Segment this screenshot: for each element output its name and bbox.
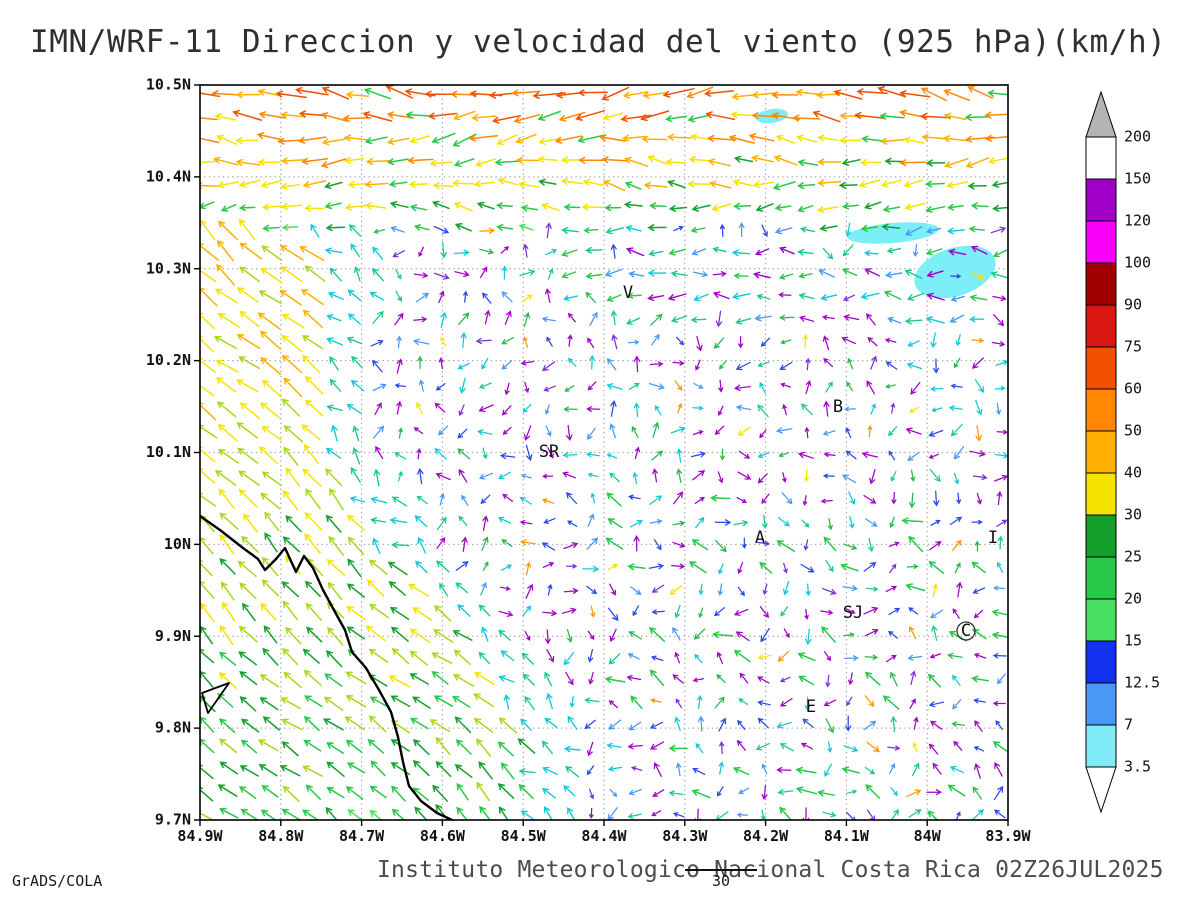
station-label-sj: SJ: [843, 603, 863, 623]
x-tick-label: 84.1W: [824, 827, 870, 845]
station-label-i: I: [988, 528, 998, 548]
station-label-sr: SR: [539, 442, 560, 462]
colorbar-band: [1085, 724, 1117, 768]
colorbar-label: 3.5: [1124, 758, 1151, 776]
x-tick-label: 84.9W: [177, 827, 223, 845]
colorbar-band: [1085, 304, 1117, 348]
y-tick-label: 9.7N: [155, 811, 191, 829]
x-tick-label: 84.8W: [258, 827, 304, 845]
colorbar-label: 15: [1124, 632, 1142, 650]
colorbar-band: [1085, 598, 1117, 642]
colorbar-band: [1085, 262, 1117, 306]
x-tick-label: 84.5W: [501, 827, 547, 845]
colorbar-label: 120: [1124, 212, 1151, 230]
colorbar-band: [1085, 178, 1117, 222]
colorbar-above-triangle: [1085, 90, 1117, 138]
station-label-e: E: [806, 697, 816, 717]
colorbar-label: 90: [1124, 296, 1142, 314]
x-tick-label: 84.7W: [339, 827, 385, 845]
colorbar-label: 40: [1124, 464, 1142, 482]
station-label-b: B: [833, 397, 843, 417]
colorbar: 200 150 120 100 90 75 60 50 40 30 25 20 15 12.5 7 3.5: [1085, 90, 1160, 814]
station-label-c: C: [961, 621, 971, 641]
colorbar-label: 12.5: [1124, 674, 1160, 692]
colorbar-band: [1085, 346, 1117, 390]
y-tick-label: 10.4N: [146, 167, 191, 185]
x-tick-label: 84.6W: [420, 827, 466, 845]
x-tick-label: 84.3W: [662, 827, 708, 845]
colorbar-label: 20: [1124, 590, 1142, 608]
colorbar-label: 100: [1124, 254, 1151, 272]
island-outline: [201, 682, 230, 714]
colorbar-label: 75: [1124, 338, 1142, 356]
x-tick-label: 84W: [914, 827, 942, 845]
axis-labels: 84.9W 84.8W 84.7W 84.6W 84.5W 84.4W 84.3W 84.2W…: [146, 76, 1032, 846]
contour-label-30-text: 30: [711, 872, 731, 890]
colorbar-band: [1085, 136, 1117, 180]
y-tick-label: 10.1N: [146, 443, 191, 461]
colorbar-band: [1085, 472, 1117, 516]
grads-credit: GrADS/COLA: [12, 872, 103, 890]
colorbar-band: [1085, 640, 1117, 684]
colorbar-label: 60: [1124, 380, 1142, 398]
colorbar-band: [1085, 430, 1117, 474]
lat-lon-grid: [200, 85, 1008, 820]
colorbar-band: [1085, 388, 1117, 432]
station-label-a: A: [755, 528, 765, 548]
y-tick-label: 10.2N: [146, 351, 191, 369]
station-circle: [956, 621, 976, 641]
y-tick-label: 10.5N: [146, 76, 191, 94]
colorbar-label: 150: [1124, 170, 1151, 188]
colorbar-below-triangle: [1085, 766, 1117, 814]
colorbar-band: [1085, 514, 1117, 558]
station-label-v: V: [623, 283, 633, 303]
y-tick-label: 9.8N: [155, 719, 191, 737]
contour-label-30: 30: [685, 869, 757, 893]
colorbar-band: [1085, 682, 1117, 726]
colorbar-label: 50: [1124, 422, 1142, 440]
wind-arrows: [200, 85, 1008, 820]
colorbar-label: 25: [1124, 548, 1142, 566]
y-tick-label: 9.9N: [155, 627, 191, 645]
x-tick-label: 84.2W: [743, 827, 789, 845]
coastline: [200, 514, 454, 820]
colorbar-label: 200: [1124, 128, 1151, 146]
colorbar-label: 30: [1124, 506, 1142, 524]
colorbar-band: [1085, 556, 1117, 600]
chart-title: IMN/WRF-11 Direccion y velocidad del vie…: [30, 24, 1167, 60]
x-tick-label: 84.4W: [581, 827, 627, 845]
y-tick-label: 10.3N: [146, 259, 191, 277]
colorbar-label: 7: [1124, 716, 1133, 734]
station-labels: V B SR A I SJ C E: [539, 283, 998, 717]
y-tick-label: 10N: [164, 535, 191, 553]
shaded-speed-patches: [756, 108, 996, 299]
footer-caption: Instituto Meteorologico Nacional Costa R…: [377, 857, 1164, 883]
x-tick-label: 83.9W: [985, 827, 1031, 845]
colorbar-band: [1085, 220, 1117, 264]
